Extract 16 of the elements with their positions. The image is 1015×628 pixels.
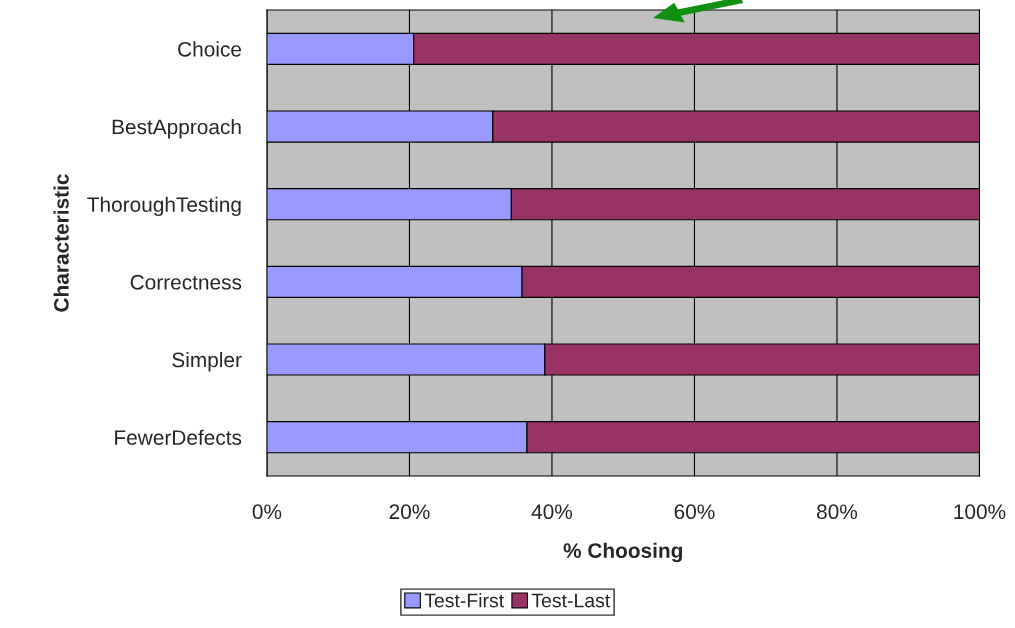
x-tick-label: 20% bbox=[389, 504, 430, 520]
y-tick-label: Simpler bbox=[172, 351, 242, 372]
legend-label: Test-First bbox=[424, 593, 504, 608]
y-tick-label: BestApproach bbox=[112, 118, 241, 139]
y-tick-label: Choice bbox=[178, 41, 242, 57]
x-tick-label: 60% bbox=[674, 504, 715, 520]
y-tick-label: Correctness bbox=[130, 274, 242, 290]
x-axis-title: % Choosing bbox=[563, 542, 682, 563]
x-tick-label: 0% bbox=[252, 504, 282, 520]
y-tick-label: ThoroughTesting bbox=[87, 196, 241, 217]
legend-label: Test-Last bbox=[531, 593, 611, 608]
x-tick-label: 40% bbox=[531, 504, 573, 520]
x-tick-label: 100% bbox=[954, 504, 1006, 520]
y-axis-title: Characteristic bbox=[53, 174, 69, 312]
y-tick-label: FewerDefects bbox=[115, 429, 242, 445]
x-tick-label: 80% bbox=[817, 504, 858, 520]
